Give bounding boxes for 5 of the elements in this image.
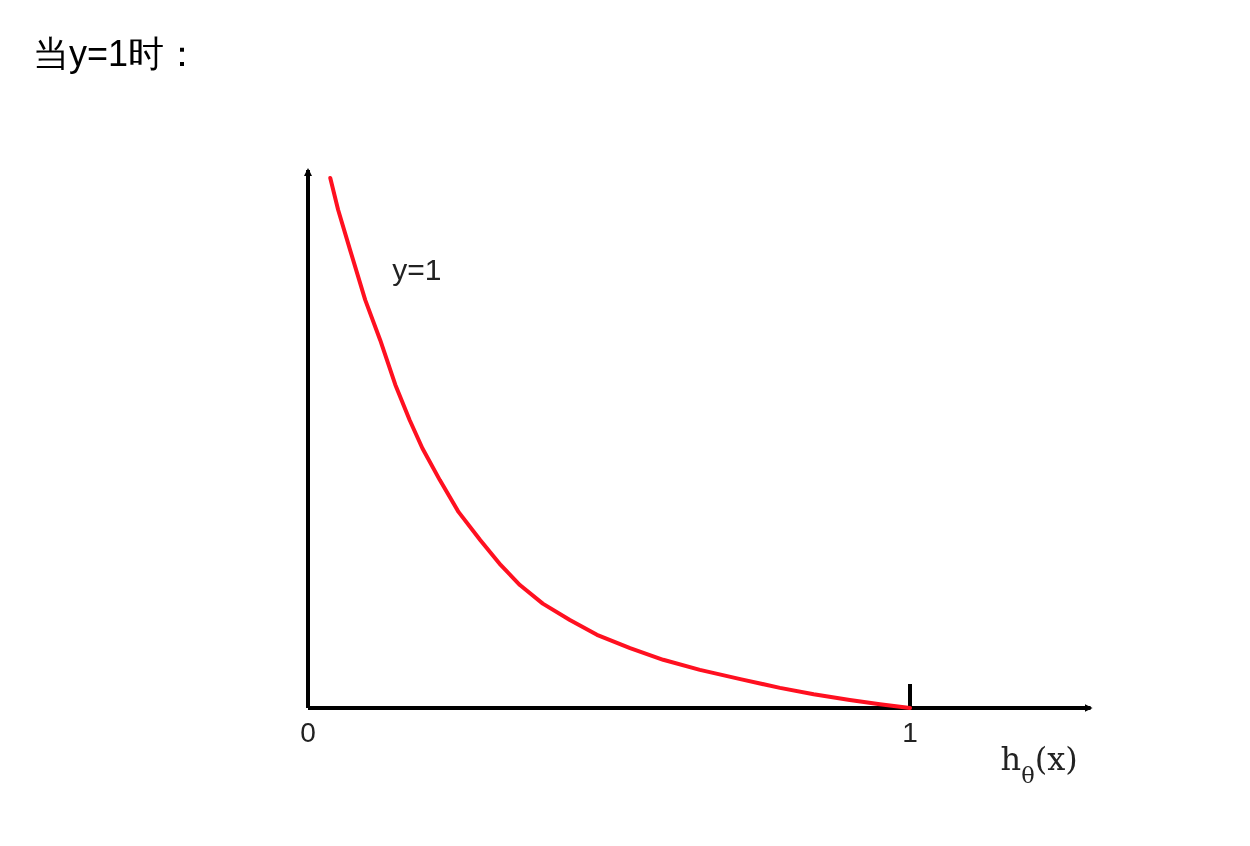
series-label: y=1: [392, 253, 442, 287]
xlabel: h$_{θ}$(x): [1000, 740, 1078, 788]
title: 当y=1时：: [33, 33, 201, 74]
xtick: 0: [300, 717, 316, 748]
xtick: 1: [902, 717, 918, 748]
